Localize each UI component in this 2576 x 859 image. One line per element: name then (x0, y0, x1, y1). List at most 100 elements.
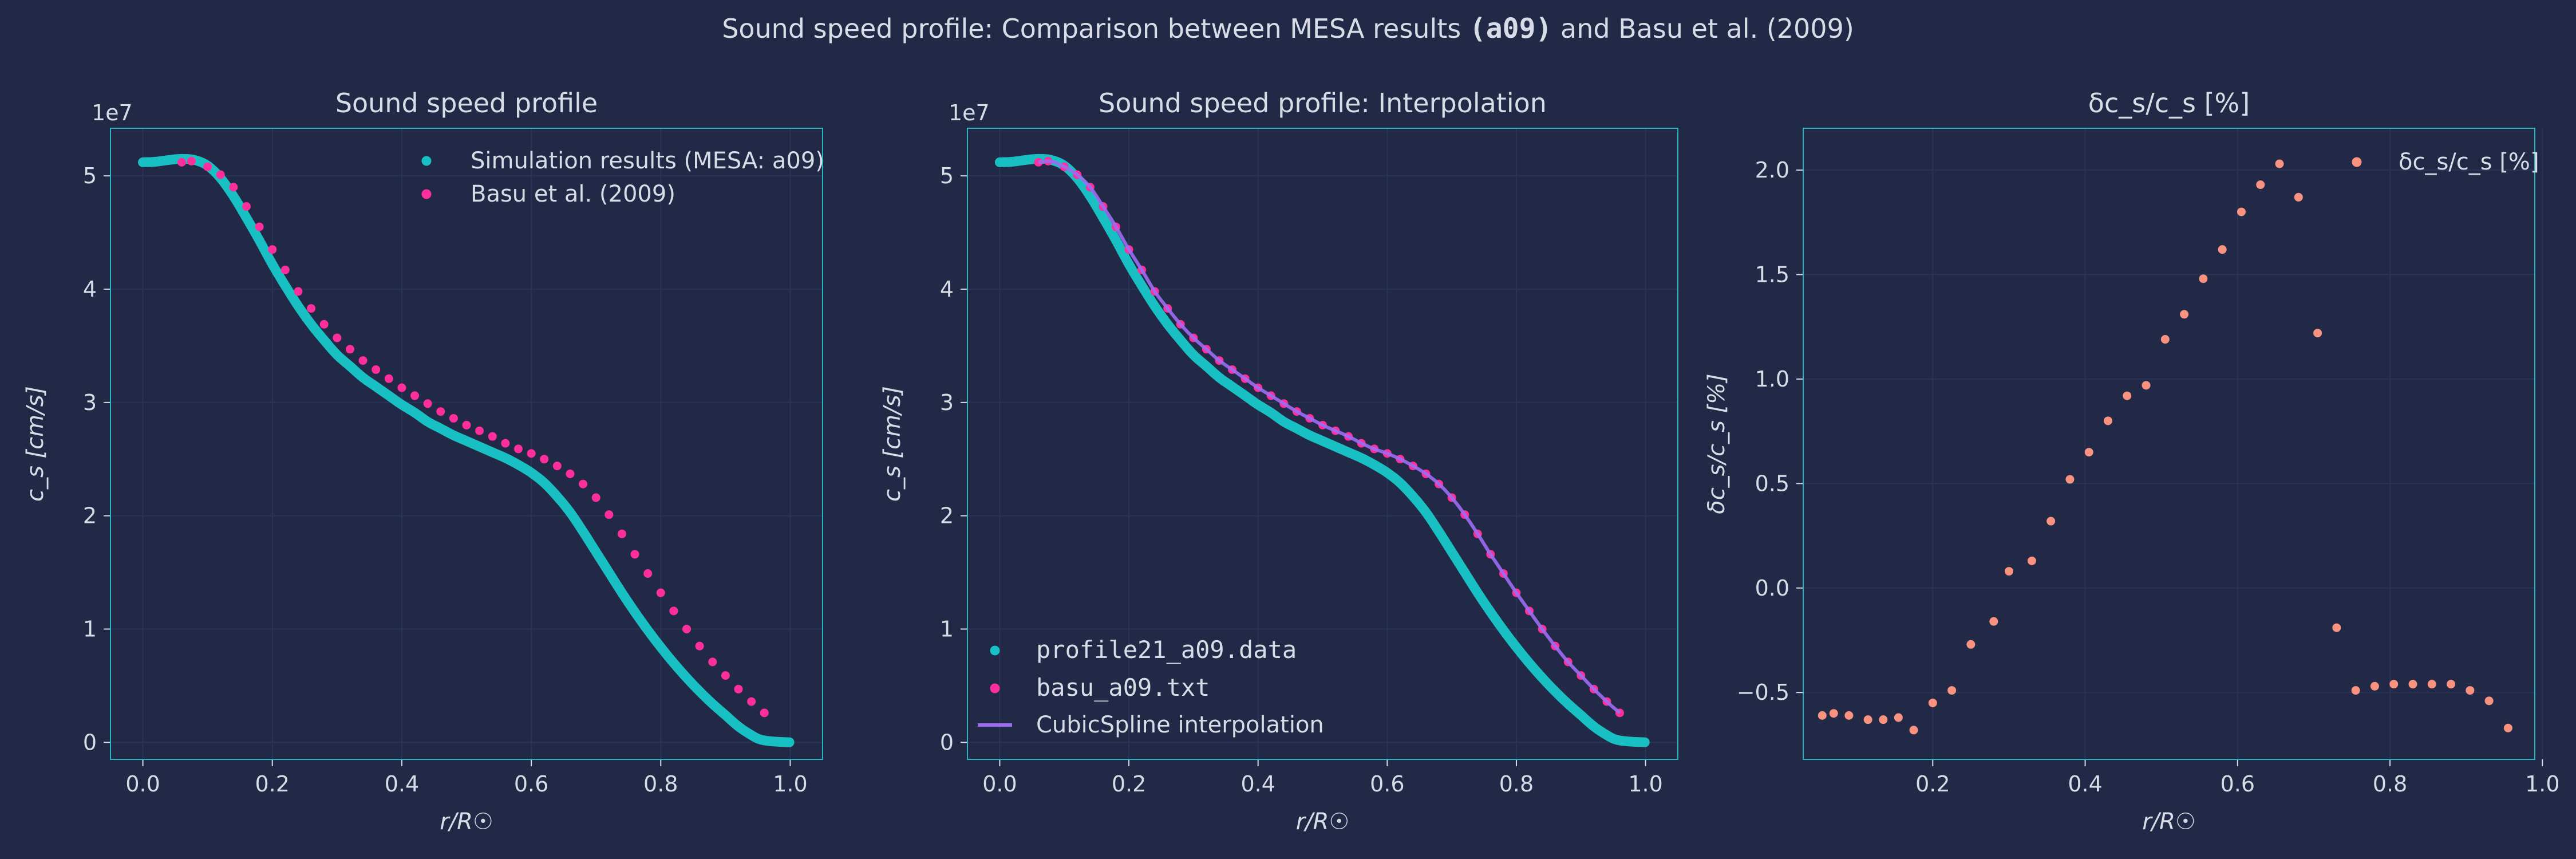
basu-point (591, 493, 600, 502)
basu-point (372, 365, 381, 374)
diff-point (2332, 623, 2341, 632)
diff-point (2142, 381, 2151, 390)
diff-point (2408, 680, 2417, 689)
y-tick-label: 5 (940, 163, 954, 188)
diff-point (1966, 640, 1976, 649)
basu-point (216, 170, 225, 179)
basu-point (721, 671, 730, 680)
spline-line (1038, 159, 1621, 715)
basu-point (605, 510, 614, 519)
diff-point (1928, 698, 1937, 707)
legend-label: basu_a09.txt (1036, 673, 1210, 702)
basu-point (187, 156, 196, 166)
basu-point (268, 245, 277, 254)
diff-point (2256, 180, 2265, 190)
basu-point (552, 462, 562, 471)
x-tick-label: 0.6 (514, 771, 548, 797)
diff-point (1818, 711, 1827, 720)
basu-point (294, 287, 303, 296)
diff-point (1909, 726, 1918, 735)
x-tick-label: 0.0 (125, 771, 160, 797)
x-tick-label: 0.8 (2373, 771, 2407, 797)
diff-point (2351, 686, 2360, 695)
chart-2: 0.0 0.2 0.4 0.6 0.8 1.0 0 1 2 3 4 5 1e7 Sound speed p… (879, 88, 1678, 835)
basu-point (345, 345, 354, 354)
diff-point (1989, 617, 1998, 626)
legend-swatch (2352, 157, 2362, 167)
axes-frame (110, 128, 823, 760)
basu-point (760, 708, 769, 718)
legend: profile21_a09.data basu_a09.txt CubicSplin… (978, 636, 1324, 738)
diff-point (2275, 159, 2284, 168)
legend-swatch (421, 156, 432, 166)
basu-point (333, 333, 342, 342)
chart-title: Sound speed profile (335, 88, 598, 119)
y-axis-label: δc_s/c_s [%] (1704, 373, 1730, 514)
legend-label: δc_s/c_s [%] (2399, 149, 2539, 175)
figure-suptitle: Sound speed profile: Comparison between … (0, 13, 2576, 45)
legend-label: profile21_a09.data (1036, 636, 1297, 664)
diff-point (2503, 723, 2512, 732)
plot-area (1818, 159, 2512, 735)
legend: δc_s/c_s [%] (2352, 149, 2539, 175)
x-axis-label: r/R☉ (440, 809, 493, 835)
x-tick-label: 0.0 (982, 771, 1017, 797)
basu-point (384, 374, 393, 383)
diff-point (1863, 715, 1872, 724)
basu-point (475, 426, 484, 435)
diff-point (2123, 391, 2132, 400)
x-tick-label: 0.6 (1370, 771, 1404, 797)
y-tick-label: 1 (940, 616, 954, 641)
legend-label: Simulation results (MESA: a09) (471, 148, 824, 174)
y-tick-label: 2.0 (1755, 157, 1789, 183)
y-tick-label: 3 (940, 390, 954, 415)
y-axis-label: c_s [cm/s] (879, 386, 906, 502)
basu-point (436, 407, 445, 416)
legend-swatch (990, 683, 1000, 693)
y-tick-label: 2 (940, 503, 954, 529)
y-tick-label: 4 (940, 277, 954, 302)
suptitle-post: and Basu et al. (2009) (1560, 13, 1854, 44)
diff-point (2180, 310, 2189, 319)
suptitle-bold: (a09) (1469, 13, 1552, 45)
chart-3: 0.2 0.4 0.6 0.8 1.0 −0.5 0.0 0.5 1.0 1.5 2.0 δc_s/c… (1704, 88, 2560, 835)
y-tick-label: 0.0 (1755, 576, 1789, 601)
basu-point (527, 449, 536, 458)
basu-point (449, 413, 458, 423)
plot-area (994, 153, 1650, 747)
offset-text: 1e7 (949, 100, 990, 125)
basu-point (397, 383, 406, 392)
basu-point (462, 420, 471, 430)
x-axis-label: r/R☉ (1296, 809, 1350, 835)
y-tick-label: 1.0 (1755, 367, 1789, 392)
basu-point (410, 391, 420, 400)
basu-point (177, 157, 186, 167)
y-tick-label: 2 (83, 503, 97, 529)
mesa-point (1639, 737, 1650, 747)
basu-point (358, 356, 368, 365)
diff-point (2218, 245, 2227, 254)
y-tick-label: 4 (83, 277, 97, 302)
x-tick-label: 0.8 (1499, 771, 1534, 797)
basu-point (695, 641, 704, 651)
basu-point (513, 444, 523, 454)
diff-point (2427, 680, 2436, 689)
y-tick-label: 0.5 (1755, 471, 1789, 496)
diff-point (2160, 335, 2170, 344)
basu-point (643, 569, 653, 578)
diff-point (1844, 711, 1854, 720)
x-tick-label: 0.2 (255, 771, 290, 797)
diff-point (2484, 696, 2494, 706)
basu-point (488, 432, 497, 441)
legend-label: Basu et al. (2009) (471, 181, 675, 207)
diff-point (2389, 680, 2399, 689)
diff-point (2370, 681, 2379, 691)
diff-point (2027, 556, 2036, 565)
diff-point (2313, 329, 2322, 338)
x-tick-label: 0.8 (643, 771, 678, 797)
suptitle-pre: Sound speed profile: Comparison between … (722, 13, 1461, 44)
diff-point (1947, 686, 1957, 695)
basu-point (423, 399, 432, 408)
basu-point (319, 320, 329, 329)
